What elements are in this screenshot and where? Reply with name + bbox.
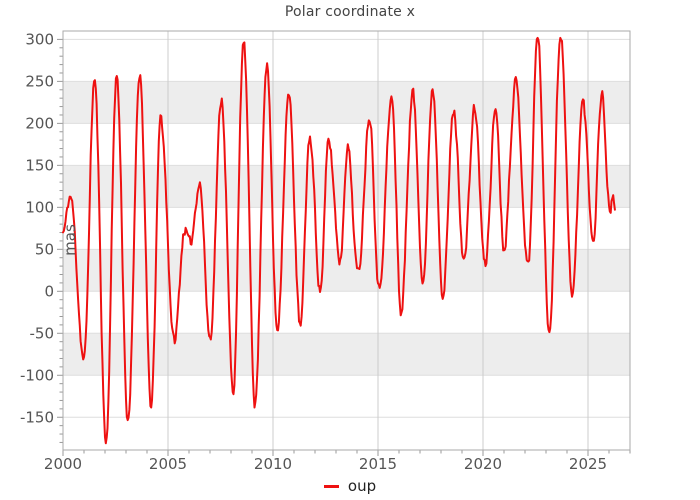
y-tick-label: 100 — [25, 198, 54, 216]
series-line-oup — [62, 36, 616, 445]
legend-line-marker — [323, 484, 339, 488]
plot-frame — [62, 30, 631, 451]
y-tick-label: -50 — [30, 324, 55, 342]
y-tick-label: 150 — [25, 156, 54, 174]
y-tick-label: 0 — [44, 282, 54, 300]
x-tick-label: 2015 — [359, 455, 397, 473]
x-tick-label: 2005 — [149, 455, 187, 473]
chart-title: Polar coordinate x — [284, 4, 416, 20]
x-tick-label: 2020 — [464, 455, 502, 473]
y-tick-label: 200 — [25, 114, 54, 132]
y-tick-label: -100 — [20, 366, 54, 384]
plot-band — [63, 333, 630, 376]
y-axis-label: mas — [61, 224, 79, 256]
plot-band — [63, 81, 630, 124]
y-tick-label: 300 — [25, 30, 54, 48]
x-tick-label: 2025 — [569, 455, 607, 473]
y-tick-label: -150 — [20, 408, 54, 426]
plot-band — [63, 249, 630, 292]
y-tick-label: 50 — [35, 240, 54, 258]
legend: oup — [0, 477, 700, 495]
legend-label: oup — [347, 477, 377, 495]
x-tick-label: 2010 — [254, 455, 292, 473]
y-tick-label: 250 — [25, 72, 54, 90]
x-tick-label: 2000 — [44, 455, 82, 473]
